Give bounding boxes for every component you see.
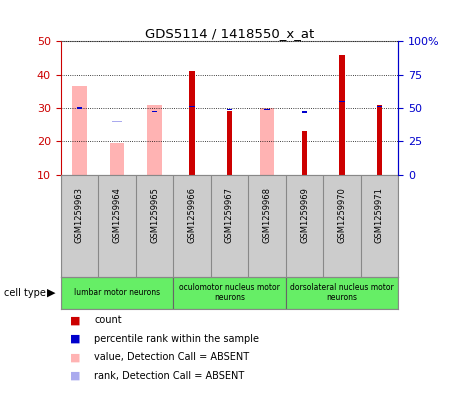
Bar [227, 109, 232, 110]
Bar [339, 55, 345, 175]
Bar [302, 111, 307, 113]
Bar [302, 131, 307, 175]
Bar [173, 277, 286, 309]
Text: cell type: cell type [4, 288, 46, 298]
Text: percentile rank within the sample: percentile rank within the sample [94, 334, 260, 344]
Title: GDS5114 / 1418550_x_at: GDS5114 / 1418550_x_at [145, 27, 314, 40]
Text: GSM1259963: GSM1259963 [75, 187, 84, 243]
Text: value, Detection Call = ABSENT: value, Detection Call = ABSENT [94, 352, 250, 362]
Text: ■: ■ [70, 334, 80, 344]
Bar [189, 106, 194, 107]
Text: ■: ■ [70, 352, 80, 362]
Bar [260, 108, 274, 175]
Text: GSM1259971: GSM1259971 [375, 187, 384, 243]
Bar [152, 111, 157, 112]
Text: rank, Detection Call = ABSENT: rank, Detection Call = ABSENT [94, 371, 245, 381]
Bar [377, 106, 382, 107]
Text: dorsolateral nucleus motor
neurons: dorsolateral nucleus motor neurons [290, 283, 394, 303]
Bar [112, 121, 122, 122]
Text: GSM1259968: GSM1259968 [262, 187, 271, 243]
Bar [377, 105, 382, 175]
Bar [72, 86, 86, 175]
Bar [265, 109, 270, 110]
Text: GSM1259966: GSM1259966 [188, 187, 197, 243]
Text: oculomotor nucleus motor
neurons: oculomotor nucleus motor neurons [179, 283, 280, 303]
Bar [189, 71, 194, 175]
Text: lumbar motor neurons: lumbar motor neurons [74, 288, 160, 297]
Text: GSM1259964: GSM1259964 [112, 187, 122, 243]
Bar [148, 105, 162, 175]
Bar [77, 107, 82, 109]
Bar [110, 143, 124, 175]
Bar [339, 101, 345, 102]
Text: ■: ■ [70, 315, 80, 325]
Bar [227, 111, 232, 175]
Text: GSM1259965: GSM1259965 [150, 187, 159, 243]
Bar [61, 277, 173, 309]
Text: GSM1259967: GSM1259967 [225, 187, 234, 243]
Text: ▶: ▶ [47, 288, 56, 298]
Text: GSM1259970: GSM1259970 [338, 187, 346, 243]
Bar [286, 277, 398, 309]
Text: GSM1259969: GSM1259969 [300, 187, 309, 243]
Text: count: count [94, 315, 122, 325]
Text: ■: ■ [70, 371, 80, 381]
